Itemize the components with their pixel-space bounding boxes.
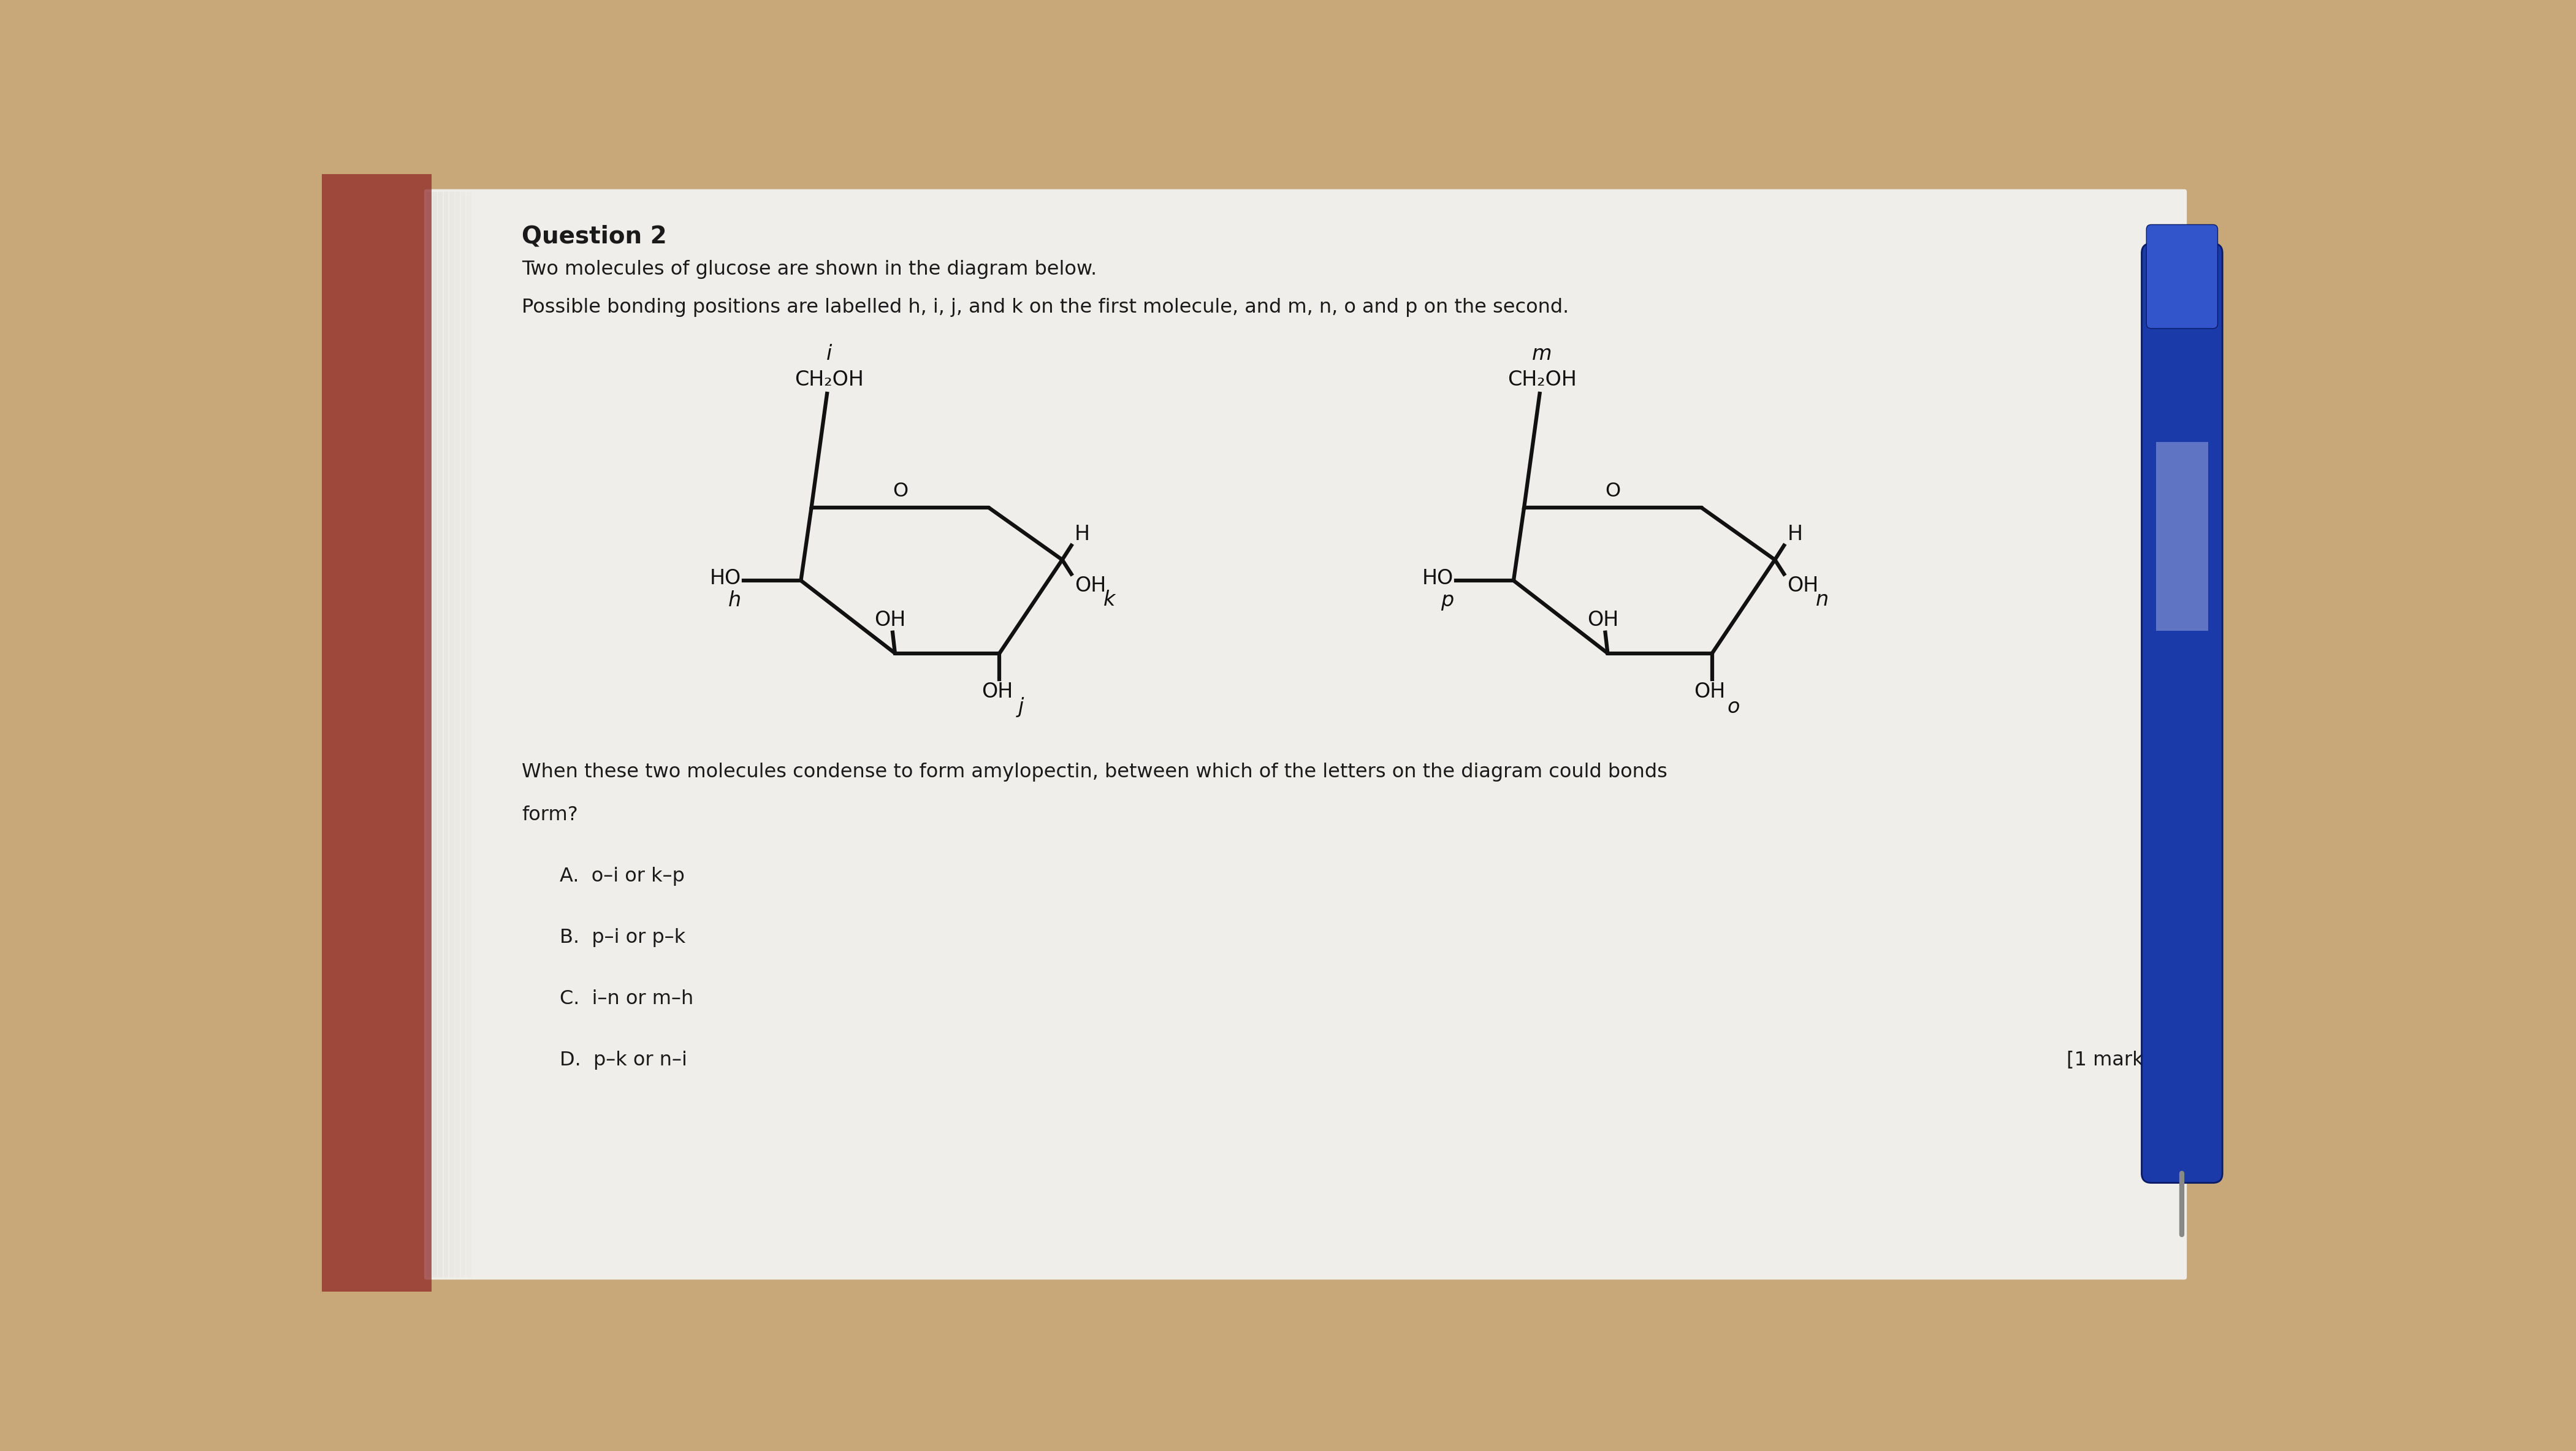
FancyBboxPatch shape — [2141, 244, 2223, 1183]
Bar — [443, 192, 448, 1277]
Bar — [466, 192, 471, 1277]
Bar — [428, 192, 430, 1277]
Text: i: i — [827, 344, 832, 364]
Bar — [456, 192, 459, 1277]
Text: H: H — [1074, 524, 1090, 544]
Text: OH: OH — [873, 609, 907, 630]
FancyBboxPatch shape — [425, 189, 2187, 1280]
Text: OH: OH — [981, 682, 1012, 702]
Text: O: O — [1605, 482, 1620, 501]
Bar — [461, 192, 466, 1277]
Bar — [2156, 441, 2208, 631]
Text: O: O — [891, 482, 907, 501]
Text: H: H — [1788, 524, 1803, 544]
Text: Question 2: Question 2 — [520, 225, 667, 248]
Text: k: k — [1103, 589, 1115, 609]
Text: OH: OH — [1074, 576, 1105, 595]
Text: h: h — [729, 591, 742, 611]
Text: OH: OH — [1695, 682, 1726, 702]
Text: form?: form? — [520, 805, 577, 824]
Text: p: p — [1440, 591, 1453, 611]
Bar — [438, 192, 443, 1277]
Text: CH₂OH: CH₂OH — [1507, 370, 1577, 390]
Bar — [322, 174, 430, 1291]
Text: CH₂OH: CH₂OH — [796, 370, 863, 390]
Text: [1 mark]: [1 mark] — [2066, 1051, 2151, 1069]
Text: B.  p–i or p–k: B. p–i or p–k — [559, 929, 685, 948]
Text: o: o — [1728, 696, 1739, 717]
FancyBboxPatch shape — [2146, 225, 2218, 328]
Text: m: m — [1533, 344, 1551, 364]
Text: OH: OH — [1788, 576, 1819, 595]
Text: HO: HO — [1422, 567, 1453, 588]
Text: HO: HO — [708, 567, 742, 588]
Text: OH: OH — [1587, 609, 1618, 630]
Text: Possible bonding positions are labelled h, i, j, and k on the first molecule, an: Possible bonding positions are labelled … — [520, 297, 1569, 316]
Text: C.  i–n or m–h: C. i–n or m–h — [559, 990, 693, 1008]
Text: n: n — [1816, 589, 1829, 609]
Text: A.  o–i or k–p: A. o–i or k–p — [559, 866, 685, 885]
Text: Two molecules of glucose are shown in the diagram below.: Two molecules of glucose are shown in th… — [520, 260, 1097, 279]
Text: D.  p–k or n–i: D. p–k or n–i — [559, 1051, 688, 1069]
Bar — [433, 192, 438, 1277]
Text: When these two molecules condense to form amylopectin, between which of the lett: When these two molecules condense to for… — [520, 763, 1667, 782]
Bar — [448, 192, 453, 1277]
Text: j: j — [1018, 696, 1023, 717]
